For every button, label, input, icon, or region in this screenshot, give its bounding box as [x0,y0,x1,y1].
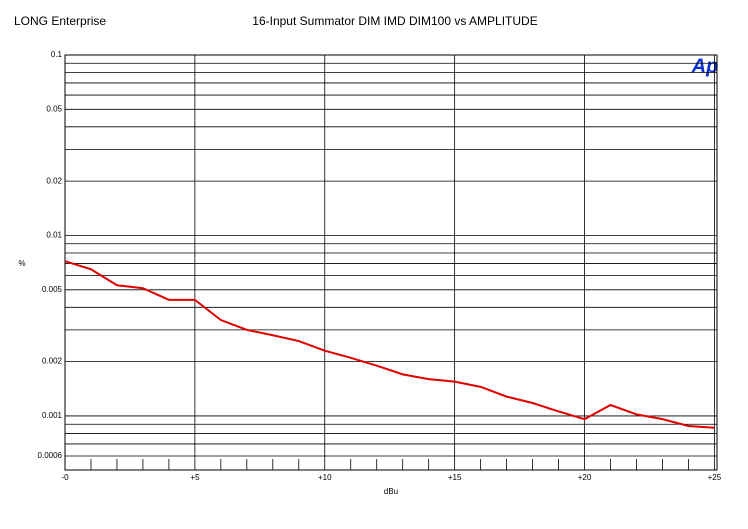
data-line [64,260,715,429]
x-tick-label: +5 [190,473,200,482]
x-tick-label: -0 [61,473,69,482]
y-axis-label: % [18,259,25,268]
y-tick-label: 0.1 [51,50,63,59]
x-tick-label: +15 [448,473,462,482]
logo: Ap [691,55,719,77]
x-tick-label: +20 [578,473,592,482]
y-tick-label: 0.002 [42,357,63,366]
chart-title: 16-Input Summator DIM IMD DIM100 vs AMPL… [252,14,537,28]
x-tick-label: +25 [708,473,722,482]
y-tick-label: 0.0006 [38,451,63,460]
y-tick-label: 0.01 [46,231,62,240]
x-axis-label: dBu [384,487,398,496]
y-tick-label: 0.05 [46,104,62,113]
header: LONG Enterprise [14,14,106,28]
y-tick-label: 0.001 [42,411,63,420]
y-tick-label: 0.02 [46,176,62,185]
plot-frame [64,54,718,471]
x-tick-label: +10 [318,473,332,482]
y-tick-label: 0.005 [42,285,63,294]
